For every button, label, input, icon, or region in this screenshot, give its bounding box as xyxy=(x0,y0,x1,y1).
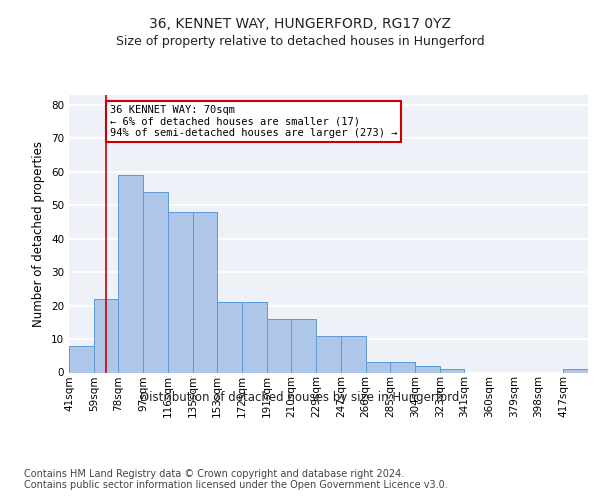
Y-axis label: Number of detached properties: Number of detached properties xyxy=(32,141,46,327)
Bar xyxy=(168,212,193,372)
Bar xyxy=(292,319,316,372)
Bar xyxy=(440,369,464,372)
Text: 36 KENNET WAY: 70sqm
← 6% of detached houses are smaller (17)
94% of semi-detach: 36 KENNET WAY: 70sqm ← 6% of detached ho… xyxy=(110,105,397,138)
Text: 36, KENNET WAY, HUNGERFORD, RG17 0YZ: 36, KENNET WAY, HUNGERFORD, RG17 0YZ xyxy=(149,18,451,32)
Bar xyxy=(193,212,217,372)
Text: Size of property relative to detached houses in Hungerford: Size of property relative to detached ho… xyxy=(116,35,484,48)
Text: Contains HM Land Registry data © Crown copyright and database right 2024.: Contains HM Land Registry data © Crown c… xyxy=(24,469,404,479)
Text: Distribution of detached houses by size in Hungerford: Distribution of detached houses by size … xyxy=(140,391,460,404)
Bar xyxy=(267,319,292,372)
Bar xyxy=(69,346,94,372)
Bar xyxy=(390,362,415,372)
Bar xyxy=(242,302,267,372)
Text: Contains public sector information licensed under the Open Government Licence v3: Contains public sector information licen… xyxy=(24,480,448,490)
Bar xyxy=(94,299,118,372)
Bar xyxy=(143,192,168,372)
Bar xyxy=(415,366,440,372)
Bar xyxy=(341,336,365,372)
Bar xyxy=(563,369,588,372)
Bar xyxy=(118,175,143,372)
Bar xyxy=(217,302,242,372)
Bar xyxy=(316,336,341,372)
Bar xyxy=(365,362,390,372)
